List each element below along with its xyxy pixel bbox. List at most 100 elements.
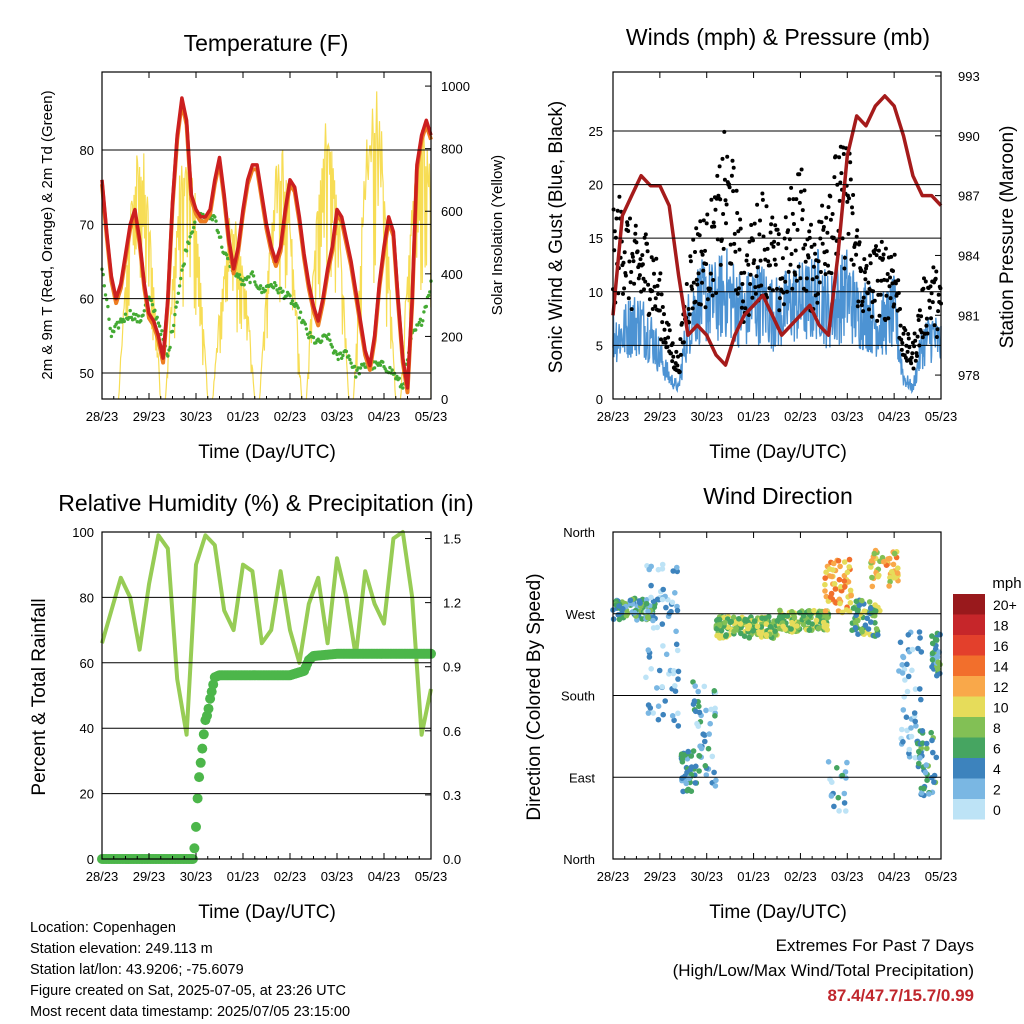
- gust-point: [888, 275, 892, 280]
- dewpoint-point: [352, 364, 357, 369]
- direction-point: [868, 564, 874, 570]
- dewpoint-point: [242, 283, 246, 287]
- gust-point: [851, 262, 856, 267]
- dewpoint-point: [257, 287, 262, 291]
- gust-point: [730, 158, 735, 163]
- legend-label: 14: [993, 659, 1009, 675]
- gust-point: [632, 281, 637, 286]
- gust-point: [772, 257, 777, 262]
- x-tick-label: 02/23: [274, 409, 307, 424]
- gust-point: [671, 354, 676, 359]
- gust-point: [710, 293, 715, 298]
- direction-point: [716, 616, 723, 623]
- direction-point: [670, 568, 676, 574]
- dewpoint-point: [290, 299, 295, 303]
- dewpoint-point: [336, 357, 340, 362]
- gust-point: [898, 323, 903, 328]
- gust-point: [690, 306, 695, 311]
- gust-point: [721, 212, 726, 216]
- solar-curve: [164, 137, 209, 399]
- gust-point: [839, 171, 844, 176]
- y-tick-label: 10: [589, 285, 603, 300]
- dewpoint-point: [170, 329, 175, 334]
- gust-point: [783, 279, 788, 284]
- gust-point: [700, 280, 704, 285]
- x-tick-label: 30/23: [180, 409, 213, 424]
- dewpoint-point: [172, 323, 176, 328]
- direction-point: [894, 570, 901, 576]
- dewpoint-point: [220, 245, 224, 249]
- gust-point: [859, 268, 864, 273]
- direction-point: [706, 731, 712, 737]
- gust-point: [819, 220, 824, 225]
- gust-point: [891, 269, 895, 273]
- direction-point: [844, 569, 851, 576]
- direction-point: [877, 607, 883, 614]
- dewpoint-point: [237, 273, 242, 277]
- y-tick-label: 80: [80, 590, 94, 605]
- direction-point: [727, 619, 734, 626]
- dewpoint-point: [327, 332, 331, 336]
- gust-point: [896, 278, 901, 283]
- gust-point: [708, 271, 713, 276]
- extremes-description: (High/Low/Max Wind/Total Precipitation): [672, 961, 974, 980]
- gust-point: [803, 259, 808, 264]
- legend-swatch: [953, 696, 985, 717]
- gust-point: [823, 262, 827, 266]
- gust-point: [789, 252, 794, 256]
- direction-point: [831, 581, 838, 587]
- direction-point: [859, 597, 865, 604]
- dewpoint-point: [288, 294, 292, 298]
- legend-swatch: [953, 655, 985, 676]
- direction-point: [713, 777, 719, 784]
- direction-point: [669, 599, 676, 606]
- gust-point: [868, 253, 873, 258]
- direction-point: [672, 590, 678, 596]
- direction-point: [930, 749, 936, 756]
- gust-point: [795, 227, 800, 232]
- gust-point: [631, 259, 636, 264]
- direction-point: [845, 579, 852, 585]
- dewpoint-point: [358, 366, 363, 370]
- y-tick-label: 60: [80, 656, 94, 671]
- direction-point: [905, 632, 912, 638]
- direction-point: [690, 701, 697, 707]
- dewpoint-point: [424, 304, 428, 309]
- gust-point: [724, 221, 728, 226]
- direction-point: [929, 737, 935, 744]
- gust-point: [802, 188, 807, 193]
- gust-point: [681, 340, 686, 345]
- gust-point: [786, 228, 791, 233]
- direction-point: [650, 617, 656, 624]
- direction-point: [916, 748, 922, 755]
- direction-point: [929, 633, 935, 639]
- direction-point: [685, 748, 691, 755]
- gust-point: [637, 273, 642, 278]
- dewpoint-point: [273, 281, 277, 285]
- gust-point: [854, 252, 859, 257]
- gust-point: [784, 246, 789, 251]
- gust-point: [622, 286, 627, 291]
- direction-point: [908, 733, 915, 740]
- gust-point: [626, 296, 631, 301]
- direction-point: [841, 578, 848, 584]
- y-tick-label: East: [569, 770, 595, 785]
- gust-point: [892, 302, 897, 307]
- gust-point: [746, 262, 751, 267]
- y-tick-label: 0: [596, 392, 603, 407]
- y2-tick-label: 981: [958, 308, 980, 323]
- extremes-summary: Extremes For Past 7 Days (High/Low/Max W…: [673, 933, 974, 1008]
- direction-point: [672, 688, 679, 694]
- gust-point: [749, 223, 754, 227]
- gust-point: [704, 221, 709, 226]
- gust-point: [696, 271, 701, 276]
- gust-point: [905, 349, 910, 354]
- gust-point: [736, 286, 741, 291]
- gust-point: [622, 250, 627, 255]
- dewpoint-point: [176, 291, 181, 295]
- gust-point: [837, 155, 842, 160]
- dewpoint-point: [193, 220, 197, 224]
- gust-point: [753, 285, 758, 290]
